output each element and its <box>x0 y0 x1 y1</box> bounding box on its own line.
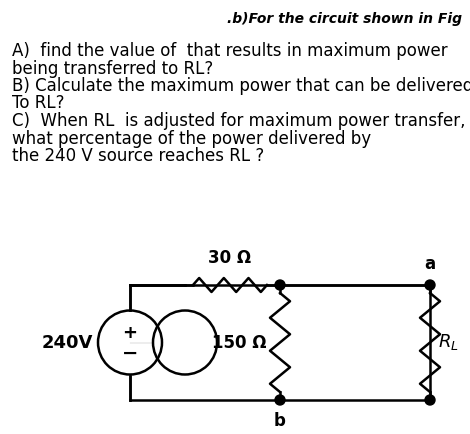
Text: a: a <box>424 255 436 273</box>
Text: what percentage of the power delivered by: what percentage of the power delivered b… <box>12 129 371 148</box>
Text: A)  find the value of  that results in maximum power: A) find the value of that results in max… <box>12 42 447 60</box>
Text: To RL?: To RL? <box>12 95 64 112</box>
Text: C)  When RL  is adjusted for maximum power transfer,: C) When RL is adjusted for maximum power… <box>12 112 465 130</box>
Text: $R_L$: $R_L$ <box>438 332 459 352</box>
Text: being transferred to RL?: being transferred to RL? <box>12 59 213 78</box>
Text: B) Calculate the maximum power that can be delivered: B) Calculate the maximum power that can … <box>12 77 470 95</box>
Circle shape <box>275 395 285 405</box>
Text: the 240 V source reaches RL ?: the 240 V source reaches RL ? <box>12 147 264 165</box>
Text: 240V: 240V <box>42 333 93 352</box>
Text: 30 Ω: 30 Ω <box>208 249 251 267</box>
Circle shape <box>425 280 435 290</box>
Text: −: − <box>122 344 138 363</box>
Circle shape <box>425 395 435 405</box>
Text: b: b <box>274 412 286 430</box>
Text: +: + <box>123 323 138 342</box>
Text: 150 Ω: 150 Ω <box>212 333 266 352</box>
Circle shape <box>275 280 285 290</box>
Text: .b)For the circuit shown in Fig: .b)For the circuit shown in Fig <box>227 12 462 26</box>
